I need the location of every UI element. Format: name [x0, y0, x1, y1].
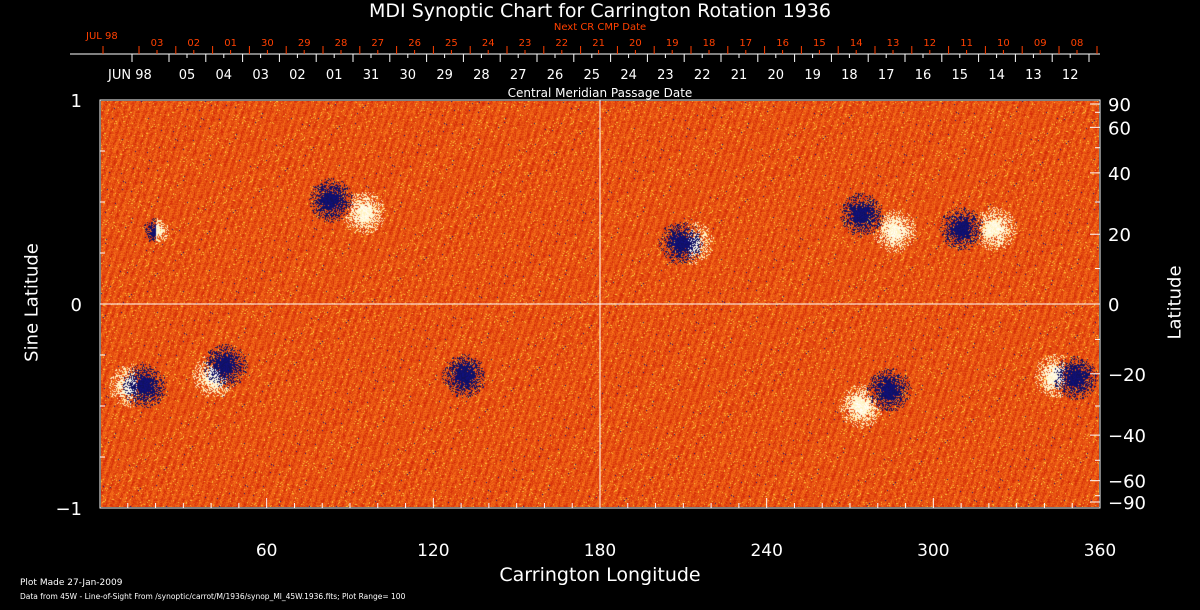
y-right-tick-label: 90	[1108, 95, 1131, 116]
white-date-label: 13	[1025, 68, 1042, 83]
white-date-label: 24	[620, 68, 637, 83]
white-date-label: 23	[657, 68, 674, 83]
white-date-label: 18	[841, 68, 858, 83]
y-left-label: Sine Latitude	[21, 243, 43, 362]
white-axis-title: Central Meridian Passage Date	[507, 86, 693, 100]
white-date-label: 14	[988, 68, 1005, 83]
white-date-label: 03	[252, 68, 269, 83]
red-axis-month: JUL 98	[86, 31, 118, 42]
x-tick-label: 240	[750, 541, 782, 561]
white-date-label: 15	[952, 68, 969, 83]
x-tick-label: 60	[256, 541, 278, 561]
y-right-tick-label: −60	[1108, 472, 1146, 493]
red-date-label: 18	[703, 38, 716, 49]
red-date-label: 20	[629, 38, 642, 49]
y-left-tick-label: −1	[55, 499, 82, 520]
white-date-label: 26	[547, 68, 564, 83]
red-date-label: 17	[739, 38, 752, 49]
red-date-label: 16	[776, 38, 789, 49]
white-date-label: 22	[694, 68, 711, 83]
red-date-label: 28	[335, 38, 348, 49]
x-tick-label: 120	[417, 541, 449, 561]
red-date-label: 26	[408, 38, 421, 49]
red-date-label: 03	[151, 38, 164, 49]
x-tick-label: 300	[917, 541, 949, 561]
y-right-tick-label: 40	[1108, 164, 1131, 185]
x-axis-label: Carrington Longitude	[499, 564, 701, 586]
white-date-label: 25	[584, 68, 601, 83]
white-axis-month: JUN 98	[108, 68, 152, 83]
y-left-tick-label: 0	[71, 295, 82, 316]
white-date-label: 28	[473, 68, 490, 83]
red-date-label: 23	[519, 38, 532, 49]
y-right-tick-label: −40	[1108, 426, 1146, 447]
chart-title: MDI Synoptic Chart for Carrington Rotati…	[369, 0, 831, 22]
red-date-label: 02	[187, 38, 200, 49]
red-date-label: 14	[850, 38, 863, 49]
y-right-tick-label: −20	[1108, 365, 1146, 386]
white-date-label: 16	[915, 68, 932, 83]
white-date-label: 21	[731, 68, 748, 83]
white-date-label: 19	[804, 68, 821, 83]
red-date-label: 10	[997, 38, 1010, 49]
red-date-label: 22	[555, 38, 568, 49]
y-right-tick-label: 60	[1108, 118, 1131, 139]
y-right-tick-label: 0	[1108, 295, 1119, 316]
white-date-label: 29	[436, 68, 453, 83]
y-right-label: Latitude	[1164, 265, 1186, 340]
red-date-label: 24	[482, 38, 495, 49]
red-date-label: 25	[445, 38, 458, 49]
red-date-label: 08	[1071, 38, 1084, 49]
x-tick-label: 360	[1084, 541, 1116, 561]
white-date-label: 02	[289, 68, 306, 83]
red-date-label: 27	[371, 38, 384, 49]
red-date-label: 19	[666, 38, 679, 49]
white-date-label: 20	[768, 68, 785, 83]
red-date-label: 12	[923, 38, 936, 49]
white-date-label: 04	[216, 68, 233, 83]
white-date-label: 12	[1062, 68, 1079, 83]
red-date-label: 01	[224, 38, 237, 49]
x-tick-label: 180	[584, 541, 616, 561]
white-date-label: 30	[400, 68, 417, 83]
red-date-label: 30	[261, 38, 274, 49]
plot-made-text: Plot Made 27-Jan-2009	[20, 578, 123, 588]
y-left-tick-label: 1	[71, 91, 82, 112]
red-date-label: 09	[1034, 38, 1047, 49]
white-date-label: 01	[326, 68, 343, 83]
red-date-label: 11	[960, 38, 973, 49]
y-right-tick-label: −90	[1108, 493, 1146, 514]
red-date-label: 13	[887, 38, 900, 49]
red-date-label: 29	[298, 38, 311, 49]
y-right-tick-label: 20	[1108, 225, 1131, 246]
red-axis-title: Next CR CMP Date	[553, 22, 647, 33]
white-date-label: 27	[510, 68, 527, 83]
white-date-label: 05	[179, 68, 196, 83]
data-source-text: Data from 45W - Line-of-Sight From /syno…	[20, 592, 406, 601]
red-date-label: 21	[592, 38, 605, 49]
white-date-label: 17	[878, 68, 895, 83]
red-date-label: 15	[813, 38, 826, 49]
white-date-label: 31	[363, 68, 380, 83]
